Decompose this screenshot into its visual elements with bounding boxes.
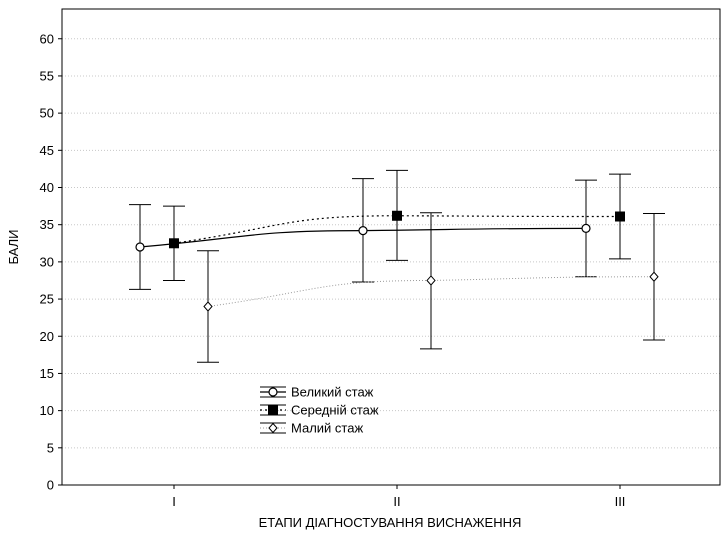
data-point [203,301,213,312]
data-point [392,210,402,221]
legend-marker [268,422,278,434]
y-tick-label: 15 [40,366,54,381]
series-1 [129,178,597,290]
y-tick-label: 10 [40,403,54,418]
data-point [581,223,591,234]
legend-marker [268,405,278,415]
series-3 [197,212,665,363]
series [129,169,665,363]
data-point [135,242,145,252]
x-tick-label: III [615,494,626,509]
legend: Великий стаж Середній стаж Малий стаж [260,385,379,436]
y-axis-label: БАЛИ [6,229,21,264]
y-tick-label: 45 [40,143,54,158]
x-tick-label: II [393,494,400,509]
y-tick-label: 55 [40,68,54,83]
legend-item: Великий стаж [260,385,374,400]
legend-item: Середній стаж [260,403,379,418]
legend-label: Великий стаж [291,385,374,400]
y-tick-label: 30 [40,254,54,269]
y-tick-label: 5 [47,440,54,455]
x-tick-label: I [172,494,176,509]
legend-marker [268,387,278,397]
data-point [169,238,179,249]
legend-label: Середній стаж [291,403,379,418]
y-tick-label: 50 [40,106,54,121]
series-2 [163,169,631,281]
data-point [615,211,625,222]
grid [62,38,720,449]
data-point [358,226,368,236]
plot-frame [61,8,721,486]
legend-label: Малий стаж [291,421,363,436]
y-tick-label: 0 [47,478,54,493]
y-tick-label: 20 [40,329,54,344]
y-tick-label: 60 [40,31,54,46]
x-axis-label: ЕТАПИ ДІАГНОСТУВАННЯ ВИСНАЖЕННЯ [259,515,522,530]
y-tick-label: 25 [40,292,54,307]
y-tick-label: 40 [40,180,54,195]
data-point [649,271,659,283]
y-tick-label: 35 [40,217,54,232]
legend-item: Малий стаж [260,421,363,436]
data-point [426,275,436,286]
